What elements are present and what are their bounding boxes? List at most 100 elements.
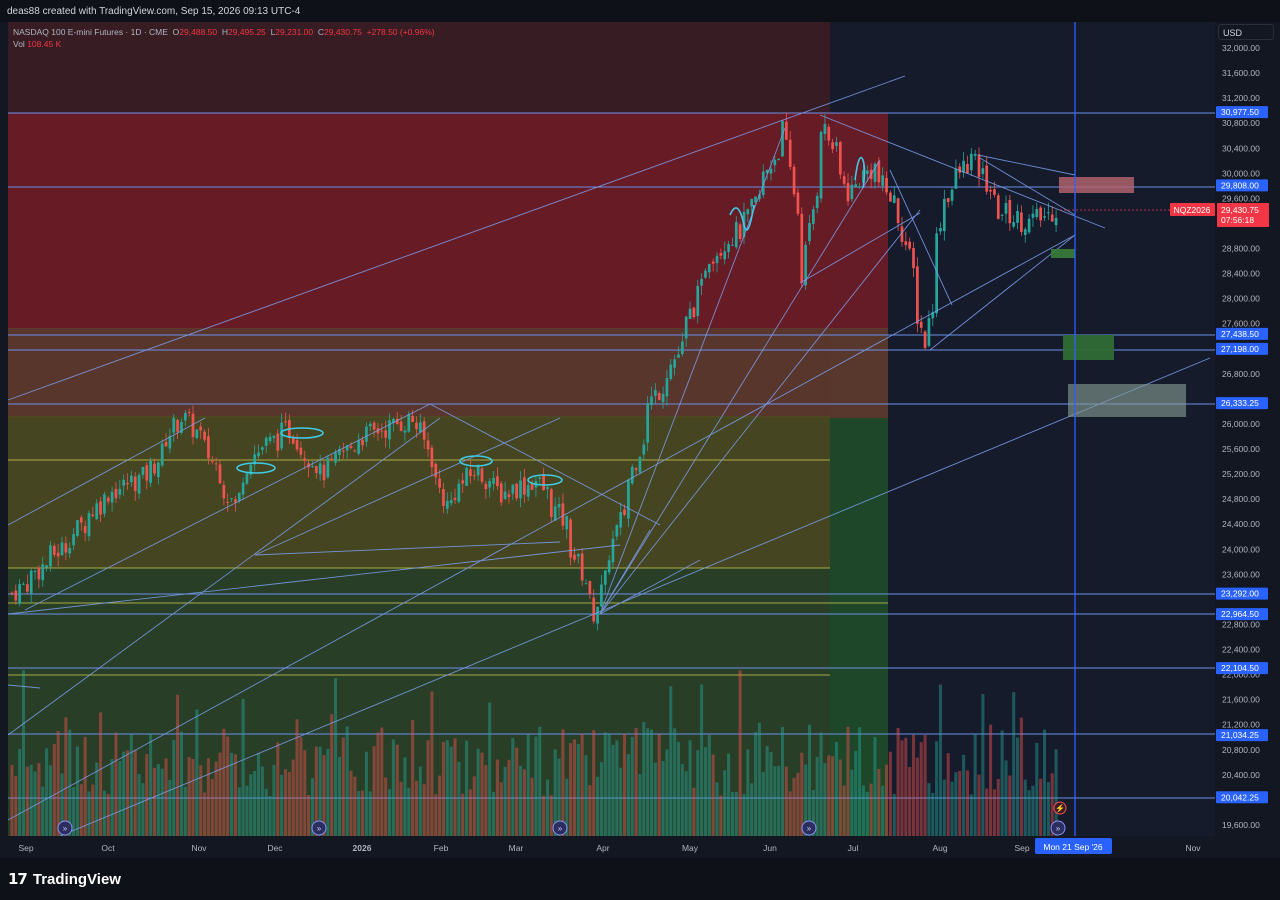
candle-body [141,466,145,475]
price-axis[interactable]: 32,000.00 31,600.00 31,200.00 30,800.00 30,4… [1170,22,1280,836]
high-value: 29,495.25 [228,27,266,37]
candle-body [1039,207,1043,221]
candle-body [434,463,438,478]
candle-body [49,545,52,567]
candle-body [584,583,588,585]
candle-body [52,545,56,555]
volume-bar [792,777,796,836]
candle-body [958,166,962,173]
candle-body [234,499,237,503]
time-tick-label: Apr [596,843,609,853]
trend-line [979,157,1076,216]
event-markers[interactable]: » » » » » ⚡ [57,801,1067,836]
candle-body [538,477,542,479]
volume-bar [642,721,646,836]
candle-body [133,476,137,492]
volume-bar [10,764,14,836]
candle-body [392,419,395,424]
candle-body [469,469,472,477]
volume-bar [441,741,445,836]
candle-body [542,474,545,491]
candle-body [673,359,676,368]
candle-body [596,606,599,624]
volume-bar [472,776,476,836]
candle-body [1016,211,1019,223]
volume-bar [87,791,91,836]
volume-bar [106,793,110,836]
svg-text:»: » [1056,824,1061,833]
volume-bar [780,727,785,836]
candle-body [553,506,557,521]
candle-body [580,553,584,581]
volume-bar [684,771,688,836]
candle-body [249,464,253,475]
level-tag-label: 29,808.00 [1221,180,1259,190]
svg-text:⚡: ⚡ [1055,803,1065,813]
volume-bar [638,774,642,836]
volume-bar [765,746,769,836]
tradingview-logo[interactable]: 17 TradingView [8,870,121,888]
change-value: +278.50 (+0.96%) [366,27,435,37]
volume-bar [804,764,808,836]
volume-bar [264,788,268,836]
candle-body [993,189,996,195]
candle-body [892,195,896,203]
time-axis[interactable]: Sep Oct Nov Dec 2026 Feb Mar Apr May Jun Jul Aug Sep… [0,836,1280,858]
candle-body [164,441,168,447]
candle-body [650,396,653,406]
candle-body [496,476,499,487]
level-tag-bg [1216,397,1268,410]
level-tag-bg [1216,729,1268,742]
symbol-description: NASDAQ 100 E-mini Futures · 1D · CME [13,27,168,37]
volume-bar [730,791,734,836]
candle-body [827,126,831,141]
volume-bar [272,764,276,836]
top-bar: deas88 created with TradingView.com, Sep… [0,0,1280,22]
candlestick-chart[interactable]: 32,000.00 31,600.00 31,200.00 30,800.00 30,4… [0,22,1280,858]
candle-body [796,192,800,214]
volume-bar [696,750,700,836]
candle-body [168,436,172,449]
volume-bar [923,735,927,836]
volume-bar [280,774,284,836]
volume-bar [411,720,415,836]
volume-bar [172,739,176,836]
candle-body [654,390,657,397]
volume-bar [661,761,665,836]
tradingview-logo-icon: 17 [8,870,28,888]
volume-bar [908,767,912,836]
candle-body [611,538,615,563]
candle-body [1023,229,1027,235]
candle-body [942,198,946,232]
zone-red [8,113,888,329]
volume-bar [707,734,711,836]
volume-bar [965,770,969,836]
candle-body [912,248,915,269]
volume-bar [572,739,576,836]
fan-line [599,159,881,615]
volume-bar [21,670,26,836]
volume-bar [334,677,338,836]
price-tick-label: 21,200.00 [1222,720,1260,730]
volume-bar [191,759,195,836]
candle-body [25,584,29,592]
candle-body [996,195,1000,219]
volume-bar [214,761,218,836]
candle-body [1031,213,1035,218]
price-tick-label: 31,600.00 [1222,68,1260,78]
volume-bar [823,763,827,836]
volume-bar [992,789,996,836]
candle-body [569,519,572,558]
candle-body [199,426,203,431]
volume-bar [1039,778,1043,836]
candle-body [634,468,638,470]
currency-selector[interactable]: USD [1218,24,1274,40]
candle-body [72,534,75,546]
price-tick-label: 30,000.00 [1222,168,1260,178]
volume-bar [649,729,654,836]
volume-bar [515,747,519,836]
sell-zone-box [1059,177,1134,193]
volume-bar [657,734,661,836]
volume-bar [592,730,596,836]
candle-body [808,223,811,242]
